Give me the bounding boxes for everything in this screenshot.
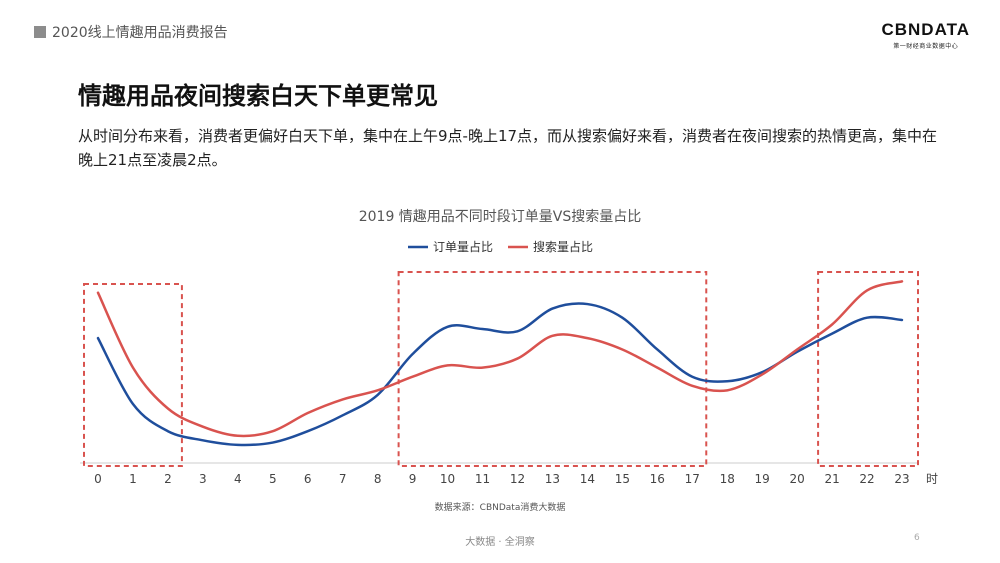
highlight-box-0 [83,283,183,467]
legend-label-1: 搜索量占比 [533,239,593,254]
x-tick-label: 4 [234,472,242,486]
legend-label-0: 订单量占比 [433,239,493,254]
x-tick-label: 7 [339,472,347,486]
x-tick-label: 8 [374,472,382,486]
report-title: 2020线上情趣用品消费报告 [52,25,228,41]
x-tick-label: 20 [789,472,804,486]
page-number: 6 [914,533,920,543]
x-tick-label: 1 [129,472,137,486]
x-tick-label: 12 [510,472,525,486]
highlight-box-2 [817,271,920,467]
x-tick-label: 13 [545,472,560,486]
x-tick-label: 23 [894,472,909,486]
page-subtitle: 从时间分布来看，消费者更偏好白天下单，集中在上午9点-晚上17点，而从搜索偏好来… [78,127,938,169]
source-note: 数据来源：CBNData消费大数据 [435,501,566,513]
x-tick-label: 0 [94,472,102,486]
footer-tagline: 大数据 · 全洞察 [465,537,535,548]
x-tick-label: 6 [304,472,312,486]
x-tick-label: 21 [824,472,839,486]
x-tick-label: 2 [164,472,172,486]
x-tick-label: 19 [755,472,770,486]
series-line-0 [96,302,904,447]
x-tick-label: 22 [859,472,874,486]
x-tick-label: 18 [720,472,735,486]
series-line-1 [96,280,904,438]
x-tick-label: 3 [199,472,207,486]
chart-title: 2019 情趣用品不同时段订单量VS搜索量占比 [359,208,642,225]
highlight-box-1 [397,271,708,467]
x-tick-label: 5 [269,472,277,486]
cbndata-logo: CBNDATA 第一财经商业数据中心 [881,20,970,50]
x-tick-label: 15 [615,472,630,486]
x-tick-label: 9 [409,472,417,486]
header-square-icon [34,26,46,38]
x-tick-label: 16 [650,472,665,486]
x-tick-label: 11 [475,472,490,486]
x-tick-label: 17 [685,472,700,486]
logo-main-text: CBNDATA [881,20,970,39]
logo-sub-text: 第一财经商业数据中心 [893,43,959,50]
page-title: 情趣用品夜间搜索白天下单更常见 [78,82,438,110]
x-tick-label: 14 [580,472,595,486]
x-tick-label: 10 [440,472,455,486]
x-axis-unit: 时 [926,472,938,486]
